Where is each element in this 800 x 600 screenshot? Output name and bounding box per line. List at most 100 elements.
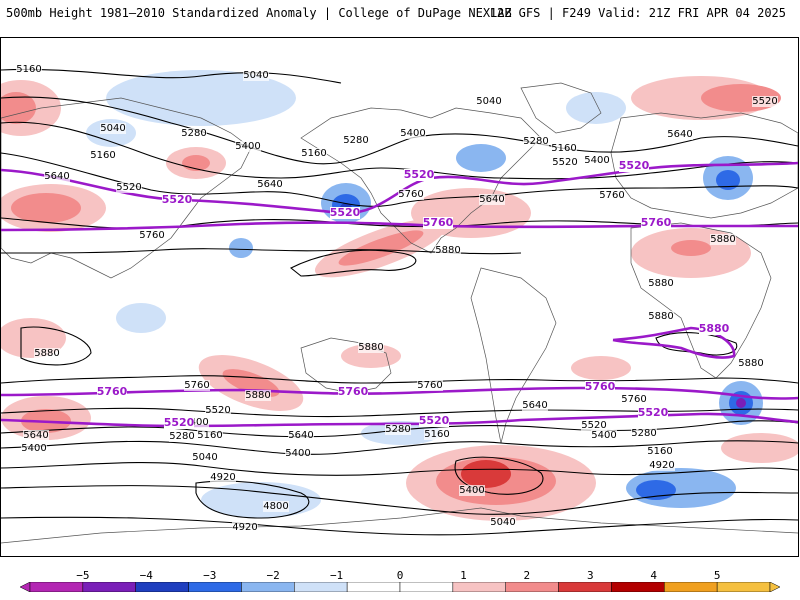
contour-label-bg [184, 380, 210, 391]
contour-label-bg [591, 430, 617, 441]
bold-label-bg [338, 386, 368, 398]
contour-label-bg [621, 394, 647, 405]
contour-label: 4920 [232, 522, 257, 533]
bold-contour-label: 5520 [162, 193, 193, 206]
contour-label: 5400 [459, 485, 484, 496]
contour-label: 5280 [523, 136, 548, 147]
contour-label-bg [752, 96, 778, 107]
contour-label: 5880 [245, 390, 270, 401]
colorbar-segment [716, 582, 771, 592]
contour-label-bg [552, 157, 578, 168]
coastline-australia [300, 337, 392, 394]
contour-5880-africa [612, 326, 736, 359]
bold-contour-label: 5760 [423, 216, 454, 229]
map-panel[interactable]: 5160 5040 5040 5520 5040 5280 5400 5280 5280 5640… [0, 37, 799, 557]
contour-label: 5400 [285, 448, 310, 459]
contour-line [1, 485, 798, 515]
colorbar-tick-label: 3 [586, 569, 594, 582]
contour-label-bg [116, 182, 142, 193]
bold-contour-label: 5520 [164, 416, 195, 429]
colorbar-tick-label: −5 [76, 569, 90, 582]
bold-label-bg [699, 323, 729, 335]
contour-label-bg [649, 460, 675, 471]
contour-label-bg [288, 430, 314, 441]
contour-line [1, 420, 798, 438]
contour-label-bg [21, 443, 47, 454]
anomaly-positive-region [11, 193, 81, 223]
bold-label-bg [164, 417, 194, 429]
anomaly-negative-region [636, 480, 676, 500]
contour-line [1, 96, 798, 165]
contour-label: 5160 [301, 148, 326, 159]
contour-label-bg [581, 420, 607, 431]
contour-label-bg [183, 417, 209, 428]
contour-label-bg [100, 123, 126, 134]
colorbar-tick-label: 0 [396, 569, 404, 582]
contour-label: 5640 [479, 194, 504, 205]
contour-label-bg [44, 171, 70, 182]
colorbar-segment [611, 582, 665, 592]
contour-label-bg [34, 348, 60, 359]
contour-label: 5280 [631, 428, 656, 439]
contour-label: 5400 [21, 443, 46, 454]
bold-label-bg [638, 407, 668, 419]
anomaly-negative-region [716, 170, 740, 190]
contour-label-bg [648, 311, 674, 322]
colorbar-legend: −5 −4 −3 −2 −1 0 1 2 3 4 5 [0, 568, 800, 600]
contour-label-bg [23, 430, 49, 441]
contour-label-bg [476, 96, 502, 107]
contour-label-bg [667, 129, 693, 140]
contour-line [195, 480, 310, 519]
contour-label: 5160 [90, 150, 115, 161]
colorbar-tick-label: −1 [329, 569, 344, 582]
contour-line [655, 332, 738, 356]
contour-label: 5040 [192, 452, 217, 463]
contour-label-bg [235, 141, 261, 152]
bold-label-bg [419, 415, 449, 427]
colorbar-segment [399, 582, 454, 592]
contour-line [20, 326, 92, 366]
anomaly-positive-region [341, 344, 401, 368]
anomaly-positive-region [721, 433, 798, 463]
bold-label-bg [330, 207, 360, 219]
contour-label-bg [139, 230, 165, 241]
contour-label-bg [210, 472, 236, 483]
contour-label: 5520 [116, 182, 141, 193]
contour-label: 5400 [183, 417, 208, 428]
bold-contour-label: 5760 [338, 385, 369, 398]
contour-label: 5880 [34, 348, 59, 359]
contour-labels: 5160 5040 5040 5520 5040 5280 5400 5280 5280 5640… [16, 64, 778, 533]
contour-label-bg [16, 64, 42, 75]
bold-contour-label: 5520 [619, 159, 650, 172]
colorbar-tick-label: −2 [266, 569, 280, 582]
contour-label-bg [285, 448, 311, 459]
anomaly-negative-region [106, 70, 296, 126]
contour-label-bg [385, 424, 411, 435]
contour-5760-south [1, 386, 798, 400]
contour-label-bg [551, 143, 577, 154]
contour-label: 5880 [648, 311, 673, 322]
anomaly-positive-region [338, 230, 424, 266]
colorbar-segment [558, 582, 612, 592]
contour-label-bg [522, 400, 548, 411]
contour-label-bg [459, 485, 485, 496]
bold-contour-label: 5760 [641, 216, 672, 229]
anomaly-map: 5160 5040 5040 5520 5040 5280 5400 5280 5280 5640… [1, 64, 798, 544]
colorbar-right-arrow [769, 582, 780, 592]
contour-label-bg [400, 128, 426, 139]
colorbar-tick-label: 4 [650, 569, 658, 582]
contour-label-bg [358, 342, 384, 353]
contour-label: 5400 [591, 430, 616, 441]
header: 500mb Height 1981–2010 Standardized Anom… [0, 0, 800, 36]
bold-contour-label: 5520 [330, 206, 361, 219]
contour-label: 5280 [169, 431, 194, 442]
contour-line [1, 440, 798, 455]
contour-label: 5160 [647, 446, 672, 457]
contour-label-bg [647, 446, 673, 457]
contour-label-bg [90, 150, 116, 161]
bold-label-bg [423, 217, 453, 229]
contour-line [1, 152, 798, 207]
contour-label-bg [490, 517, 516, 528]
bold-label-bg [404, 169, 434, 181]
